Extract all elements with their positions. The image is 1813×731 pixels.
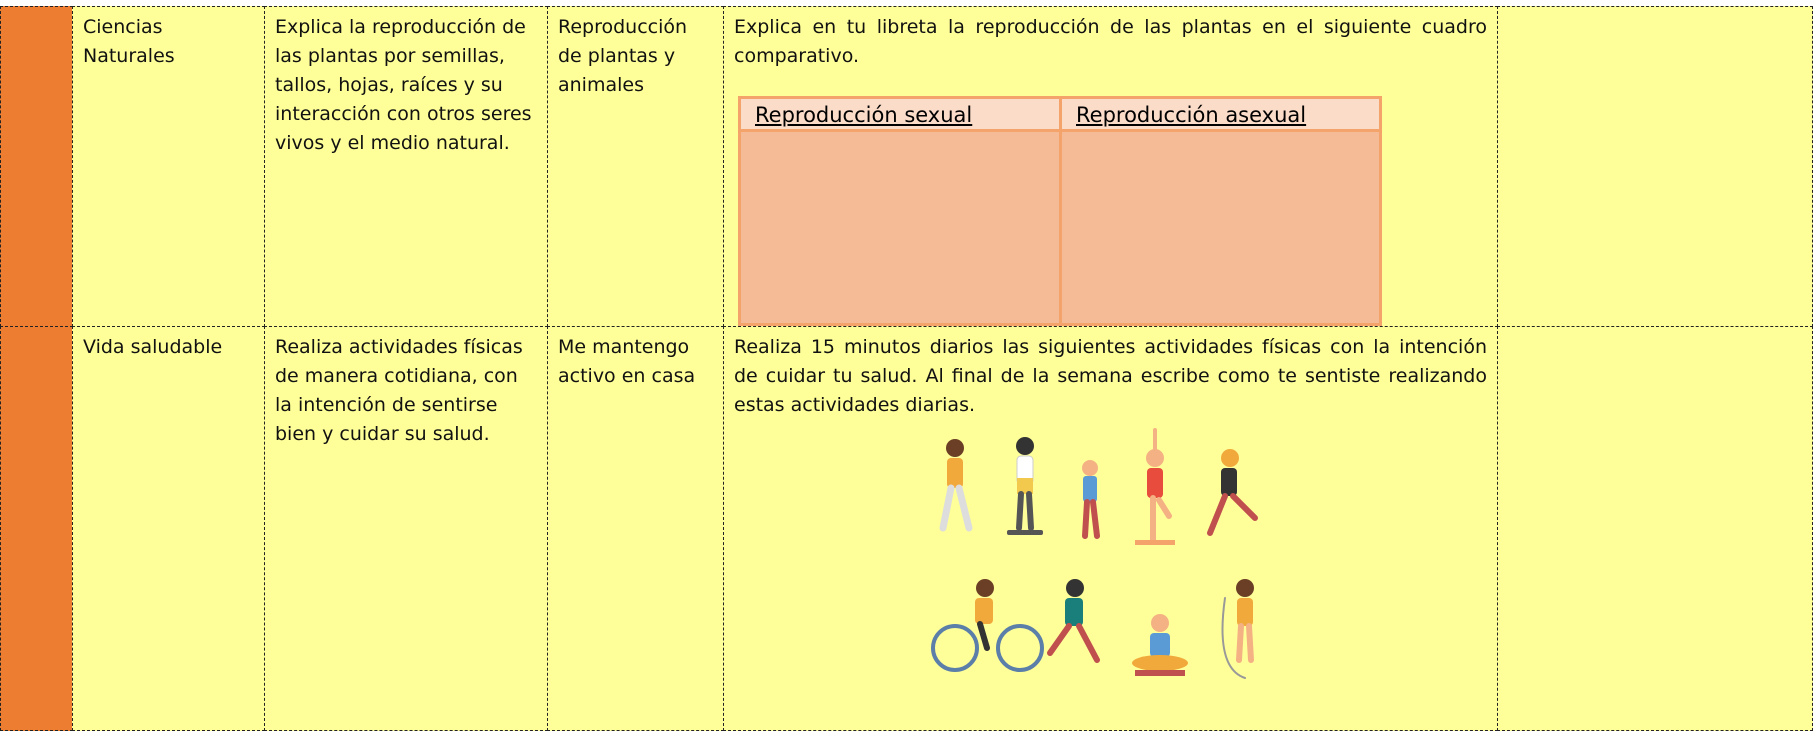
exercise-illustration xyxy=(931,428,1258,679)
topic-cell: Reproducción de plantas y animales xyxy=(547,6,724,327)
row-marker xyxy=(0,6,73,327)
table-header: Reproducción asexual xyxy=(1062,99,1379,132)
table-divider xyxy=(1059,99,1062,323)
activity-cell: Realiza 15 minutos diarios las siguiente… xyxy=(723,326,1498,731)
objective-cell: Explica la reproducción de las plantas p… xyxy=(264,6,548,327)
subject-cell: Vida saludable xyxy=(72,326,265,731)
row-marker xyxy=(0,326,73,731)
figures xyxy=(931,428,1258,679)
empty-cell xyxy=(1497,6,1813,327)
comparison-table: Reproducción sexual Reproducción asexual xyxy=(738,96,1382,326)
table-header: Reproducción sexual xyxy=(741,99,1062,132)
topic-cell: Me mantengo activo en casa xyxy=(547,326,724,731)
empty-cell xyxy=(1497,326,1813,731)
objective-cell: Realiza actividades físicas de manera co… xyxy=(264,326,548,731)
subject-cell: Ciencias Naturales xyxy=(72,6,265,327)
activity-text: Realiza 15 minutos diarios las siguiente… xyxy=(734,336,1487,416)
activity-text: Explica en tu libreta la reproducción de… xyxy=(734,16,1487,67)
